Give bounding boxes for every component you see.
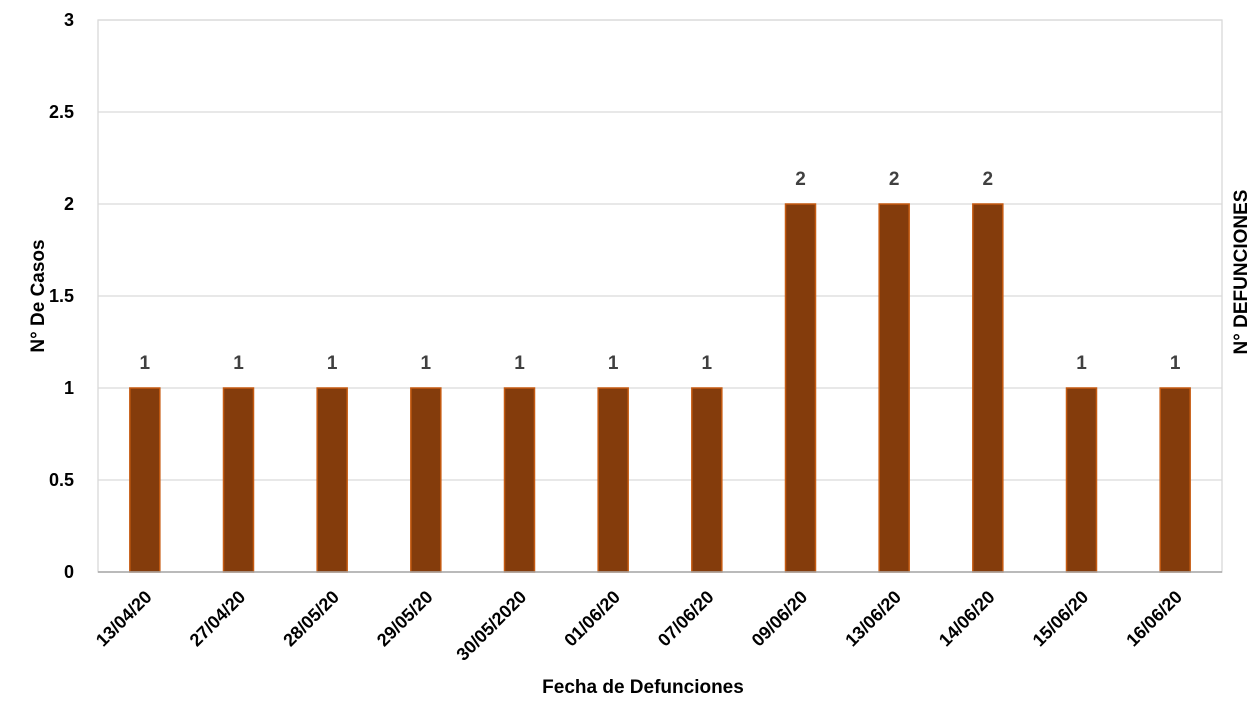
bar [503, 387, 536, 573]
bar [597, 387, 629, 573]
x-tick-label: 28/05/20 [279, 587, 343, 651]
bar [316, 387, 348, 573]
x-tick-label: 13/04/20 [92, 587, 156, 651]
bar [410, 387, 442, 573]
data-label: 1 [514, 353, 525, 374]
y-axis-right-title: N° DEFUNCIONES [1231, 190, 1252, 355]
y-tick-label: 2.5 [49, 102, 74, 122]
y-tick-label: 2 [64, 194, 74, 214]
bar-series [129, 203, 1191, 573]
y-axis-tick-labels: 0 0.5 1 1.5 2 2.5 3 [49, 10, 74, 582]
data-label: 1 [140, 353, 151, 374]
gridlines [98, 19, 1222, 481]
x-tick-label: 27/04/20 [186, 587, 250, 651]
x-tick-label: 14/06/20 [935, 587, 999, 651]
data-labels: 1 1 1 1 1 1 1 2 2 2 1 1 [140, 169, 1181, 374]
bar [129, 387, 161, 573]
bar [1159, 387, 1191, 573]
x-tick-label: 29/05/20 [373, 587, 437, 651]
x-tick-label: 01/06/20 [560, 587, 624, 651]
bar [878, 203, 910, 573]
data-label: 1 [1170, 353, 1181, 374]
y-tick-label: 3 [64, 10, 74, 30]
bar [972, 203, 1004, 573]
data-label: 1 [608, 353, 619, 374]
data-label: 2 [983, 169, 994, 190]
x-tick-label: 13/06/20 [841, 587, 905, 651]
data-label: 1 [702, 353, 713, 374]
x-axis-title: Fecha de Defunciones [542, 677, 744, 698]
data-label: 1 [233, 353, 244, 374]
y-tick-label: 0.5 [49, 470, 74, 490]
data-label: 2 [889, 169, 900, 190]
data-label: 1 [421, 353, 432, 374]
x-axis-tick-labels: 13/04/20 27/04/20 28/05/20 29/05/20 30/05/20… [92, 587, 1186, 665]
y-axis-title: N° De Casos [28, 239, 49, 352]
bar [1065, 387, 1098, 573]
x-tick-label: 30/05/2020 [452, 587, 530, 665]
data-label: 1 [1076, 353, 1087, 374]
x-tick-label: 09/06/20 [748, 587, 812, 651]
y-tick-label: 1 [64, 378, 74, 398]
data-label: 1 [327, 353, 338, 374]
y-tick-label: 1.5 [49, 286, 74, 306]
x-tick-label: 16/06/20 [1122, 587, 1186, 651]
bar [222, 387, 255, 573]
bar [691, 387, 723, 573]
bar [784, 203, 817, 573]
data-label: 2 [795, 169, 806, 190]
y-tick-label: 0 [64, 562, 74, 582]
x-tick-label: 15/06/20 [1029, 587, 1093, 651]
x-tick-label: 07/06/20 [654, 587, 718, 651]
